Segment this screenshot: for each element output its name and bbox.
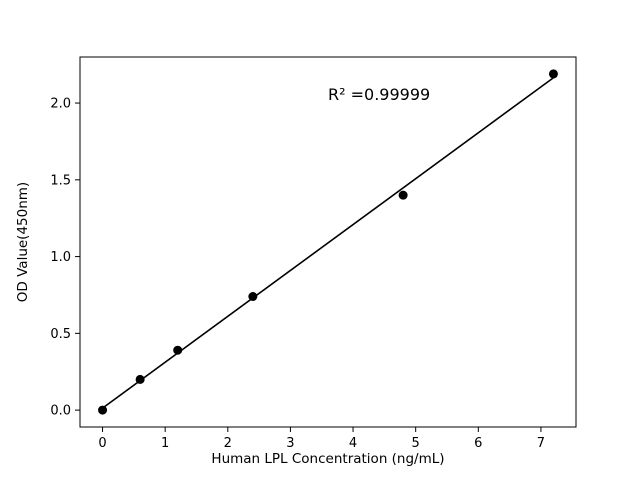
data-point <box>135 374 145 384</box>
data-point <box>173 345 183 355</box>
x-tick-label: 1 <box>161 436 169 451</box>
data-point <box>248 292 258 302</box>
y-tick-label: 1.5 <box>50 173 71 188</box>
axes-box <box>79 56 577 428</box>
y-tick-label: 2.0 <box>50 97 71 112</box>
ticks-layer: 0 1 2 3 4 5 6 7 0.0 0.5 1.0 1.5 2.0 <box>50 97 545 451</box>
x-axis-label: Human LPL Concentration (ng/mL) <box>211 451 444 467</box>
series-layer <box>98 69 558 415</box>
r-squared-annotation: R² =0.99999 <box>328 85 430 104</box>
fit-line <box>102 77 554 409</box>
x-tick-label: 7 <box>537 436 545 451</box>
data-point <box>548 69 558 79</box>
x-tick-label: 2 <box>224 436 232 451</box>
x-tick-label: 5 <box>412 436 420 451</box>
y-tick-label: 1.0 <box>50 250 71 265</box>
data-point <box>98 405 108 415</box>
x-tick-label: 0 <box>98 436 106 451</box>
x-tick-label: 4 <box>349 436 357 451</box>
x-tick-label: 3 <box>286 436 294 451</box>
x-tick-label: 6 <box>474 436 482 451</box>
data-point <box>398 190 408 200</box>
y-axis-label: OD Value(450nm) <box>15 182 31 302</box>
y-tick-label: 0.0 <box>50 404 71 419</box>
y-tick-label: 0.5 <box>50 327 71 342</box>
